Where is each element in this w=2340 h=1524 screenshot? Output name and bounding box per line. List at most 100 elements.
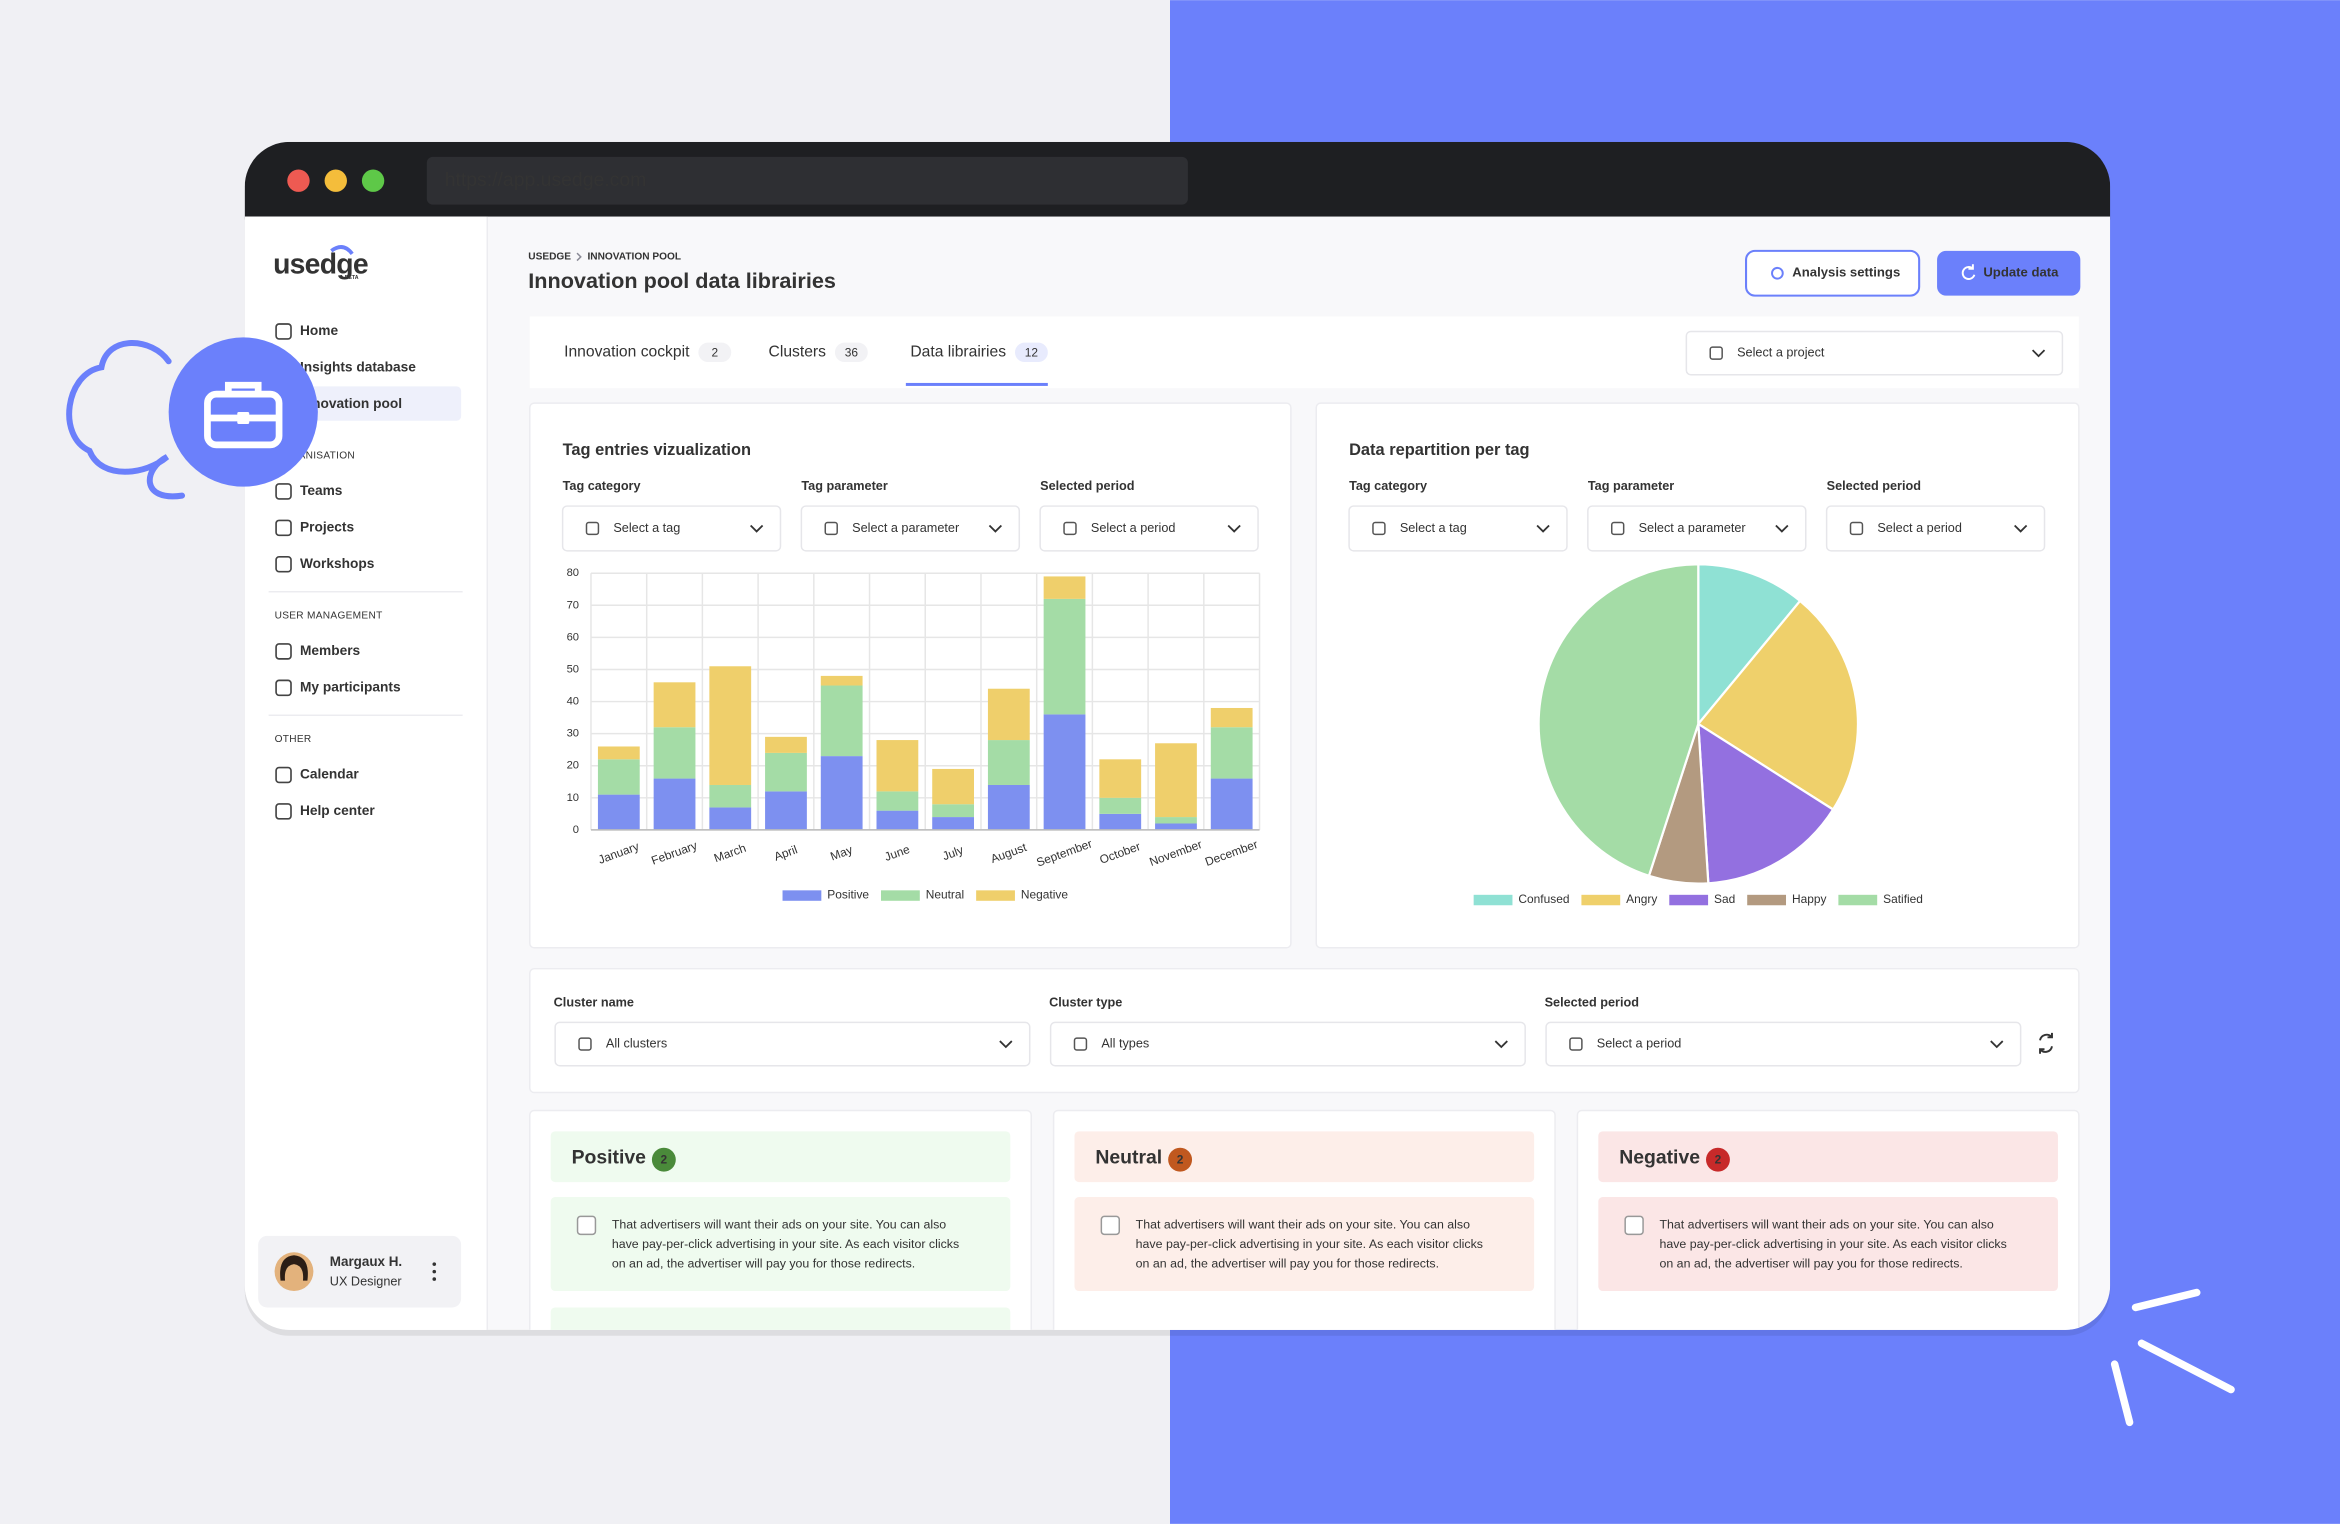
dropdown[interactable] — [1685, 330, 2064, 376]
item-checkbox[interactable] — [1100, 1215, 1121, 1236]
dropdown[interactable] — [800, 505, 1021, 552]
bar-segment — [1043, 576, 1086, 599]
dropdown-icon — [1610, 521, 1625, 536]
nav-item[interactable]: Projects — [300, 519, 355, 534]
tab-count-badge — [698, 342, 732, 363]
filter-label: Tag parameter — [801, 479, 887, 493]
y-tick-label: 40 — [567, 696, 579, 708]
bar-segment — [653, 727, 696, 779]
tab-label[interactable]: Innovation cockpit — [564, 343, 690, 360]
legend-label: Neutral — [926, 888, 964, 902]
bar-segment — [597, 746, 640, 760]
dropdown-chevron — [988, 524, 1002, 533]
dropdown-icon — [1063, 521, 1077, 536]
card-item — [1074, 1197, 1535, 1292]
tab-count-badge — [1015, 342, 1048, 363]
legend-label: Satified — [1883, 892, 1923, 906]
dropdown[interactable] — [1587, 505, 1807, 552]
item-checkbox[interactable] — [576, 1215, 597, 1236]
bar-segment — [876, 791, 919, 811]
bar-segment — [597, 759, 640, 795]
user-menu-dot[interactable] — [432, 1262, 437, 1266]
dropdown[interactable] — [561, 505, 782, 552]
bar-segment — [932, 768, 975, 805]
pie-slice — [1696, 599, 1860, 812]
avatar-hair — [280, 1255, 308, 1281]
nav-item[interactable]: Calendar — [300, 767, 359, 782]
dropdown[interactable] — [1825, 505, 2046, 552]
y-tick-label: 30 — [567, 728, 579, 740]
bar-segment — [765, 736, 807, 753]
card-title: Positive — [572, 1146, 647, 1168]
button-label[interactable]: Update data — [1983, 265, 2059, 280]
filter-label: Tag category — [1349, 479, 1427, 493]
nav-item[interactable]: Workshops — [300, 556, 375, 571]
filter-label: Selected period — [1827, 479, 1921, 493]
y-tick-label: 20 — [567, 760, 579, 772]
user-menu-dot[interactable] — [432, 1277, 437, 1281]
nav-item[interactable]: My participants — [300, 679, 401, 694]
card-count: 2 — [1177, 1153, 1184, 1167]
dropdown[interactable] — [1049, 1021, 1526, 1067]
url-bar[interactable] — [426, 156, 1188, 205]
nav-item[interactable]: Innovation pool — [300, 396, 402, 411]
nav-item[interactable]: Members — [300, 643, 361, 658]
bar-segment — [1043, 714, 1086, 830]
tab-label[interactable]: Clusters — [769, 343, 827, 360]
card-item-text: That advertisers will want their ads on … — [612, 1218, 946, 1232]
window-button[interactable] — [324, 169, 347, 192]
nav-item[interactable]: Insights database — [300, 359, 416, 374]
bar-segment — [1210, 707, 1253, 728]
dropdown[interactable] — [554, 1021, 1031, 1067]
bar-segment — [709, 807, 752, 830]
card-item-text: on an ad, the advertiser will pay you fo… — [1136, 1256, 1439, 1270]
nav-icon — [275, 766, 292, 784]
card-item-text: have pay-per-click advertising in your s… — [612, 1237, 959, 1251]
card-count-badge — [651, 1147, 676, 1172]
refresh-button[interactable] — [2039, 1032, 2053, 1054]
nav-item[interactable]: Home — [300, 323, 338, 338]
bar-segment — [653, 682, 696, 728]
tab-label[interactable]: Data librairies — [910, 343, 1006, 360]
card-item — [1598, 1197, 2058, 1292]
dropdown[interactable] — [1348, 505, 1568, 552]
logo-badge: BETA — [345, 275, 359, 281]
legend-swatch — [880, 890, 920, 901]
y-tick-label: 0 — [573, 824, 579, 836]
card-header — [1074, 1131, 1535, 1183]
chart-title: Data repartition per tag — [1349, 441, 1530, 459]
nav-icon — [275, 483, 292, 500]
bar-segment — [765, 752, 807, 792]
filter-label: Cluster name — [554, 995, 634, 1009]
item-checkbox[interactable] — [1624, 1215, 1644, 1236]
dropdown-icon — [824, 521, 838, 536]
bar-segment — [1099, 797, 1142, 814]
legend-label: Angry — [1626, 892, 1657, 906]
nav-section-title: ORGANISATION — [275, 450, 355, 461]
legend-swatch — [1838, 894, 1878, 906]
dropdown-value: All types — [1101, 1036, 1149, 1050]
card-count: 2 — [661, 1153, 668, 1167]
refresh-icon — [1961, 264, 1976, 280]
legend-label: Negative — [1021, 888, 1068, 902]
chart-title: Tag entries vizualization — [563, 441, 751, 459]
user-menu-dot[interactable] — [432, 1269, 437, 1274]
nav-item[interactable]: Teams — [300, 483, 343, 498]
card-count-badge — [1706, 1147, 1730, 1172]
legend-swatch — [1669, 894, 1709, 906]
dropdown[interactable] — [1545, 1021, 2022, 1067]
analysis-settings-button[interactable] — [1745, 249, 1921, 297]
update-data-button[interactable] — [1937, 250, 2081, 296]
legend-label: Sad — [1714, 892, 1735, 906]
button-label[interactable]: Analysis settings — [1792, 265, 1900, 280]
dropdown-icon — [1073, 1037, 1088, 1051]
pie-slice — [1697, 721, 1835, 885]
pie-slice — [1697, 563, 1802, 728]
card-count-badge — [1168, 1147, 1193, 1172]
window-button[interactable] — [361, 169, 385, 192]
nav-icon — [275, 555, 292, 573]
nav-item[interactable]: Help center — [300, 803, 375, 818]
window-button[interactable] — [287, 169, 310, 192]
dropdown[interactable] — [1039, 505, 1259, 552]
